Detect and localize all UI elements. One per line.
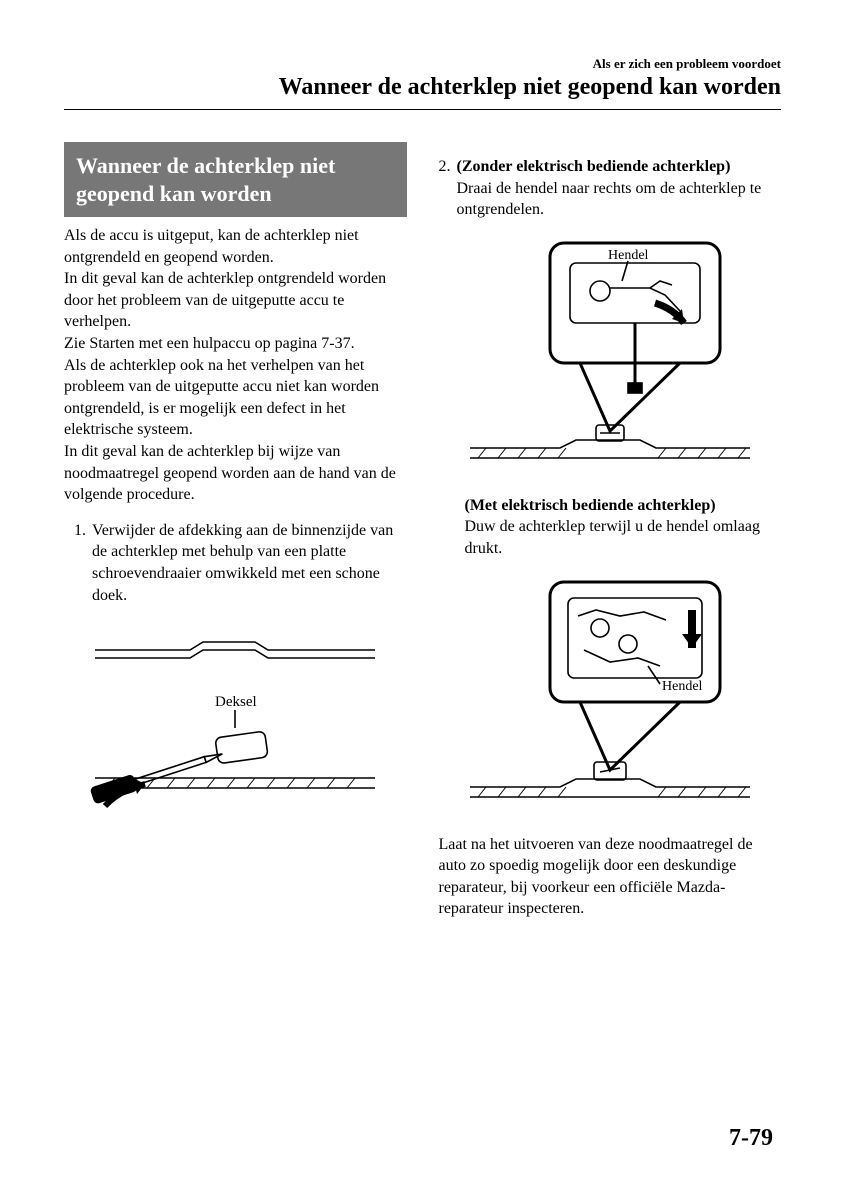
closing-paragraph: Laat na het uitvoeren van deze noodmaatr… xyxy=(439,834,782,920)
step-2-text: Draai de hendel naar rechts om de achter… xyxy=(457,178,782,221)
section-supertitle: Als er zich een probleem voordoet xyxy=(64,56,781,72)
intro-p1: Als de accu is uitgeput, kan de achterkl… xyxy=(64,225,407,268)
figure-2-label: Hendel xyxy=(608,248,649,263)
figure-3-label: Hendel xyxy=(662,679,703,694)
figure-2: Hendel xyxy=(439,233,782,483)
figure-3: Hendel xyxy=(439,572,782,822)
sub-2-heading: (Met elektrisch bediende achterklep) xyxy=(465,495,782,517)
left-column: Wanneer de achterklep niet geopend kan w… xyxy=(64,142,407,920)
step-1-number: 1. xyxy=(74,520,86,606)
figure-1: Deksel xyxy=(64,618,407,818)
intro-p3: Zie Starten met een hulpaccu op pagina 7… xyxy=(64,333,407,355)
step-2-heading: (Zonder elektrisch bediende achterklep) xyxy=(457,156,782,178)
step-1: 1. Verwijder de afdekking aan de binnenz… xyxy=(64,520,407,606)
subsection-2: (Met elektrisch bediende achterklep) Duw… xyxy=(439,495,782,560)
intro-p5: In dit geval kan de achterklep bij wijze… xyxy=(64,441,407,506)
page-title: Wanneer de achterklep niet geopend kan w… xyxy=(64,74,781,101)
step-2-number: 2. xyxy=(439,156,451,221)
section-heading: Wanneer de achterklep niet geopend kan w… xyxy=(64,142,407,217)
right-column: 2. (Zonder elektrisch bediende achterkle… xyxy=(439,142,782,920)
sub-2-text: Duw de achterklep terwijl u de hendel om… xyxy=(465,516,782,559)
figure-1-label: Deksel xyxy=(215,694,257,710)
title-rule xyxy=(64,109,781,110)
content-columns: Wanneer de achterklep niet geopend kan w… xyxy=(64,142,781,920)
step-1-text: Verwijder de afdekking aan de binnenzijd… xyxy=(92,520,407,606)
intro-p4: Als de achterklep ook na het verhelpen v… xyxy=(64,355,407,441)
page-number: 7-79 xyxy=(729,1125,773,1152)
step-2: 2. (Zonder elektrisch bediende achterkle… xyxy=(439,156,782,221)
intro-p2: In dit geval kan de achterklep ontgrende… xyxy=(64,268,407,333)
intro-block: Als de accu is uitgeput, kan de achterkl… xyxy=(64,225,407,506)
